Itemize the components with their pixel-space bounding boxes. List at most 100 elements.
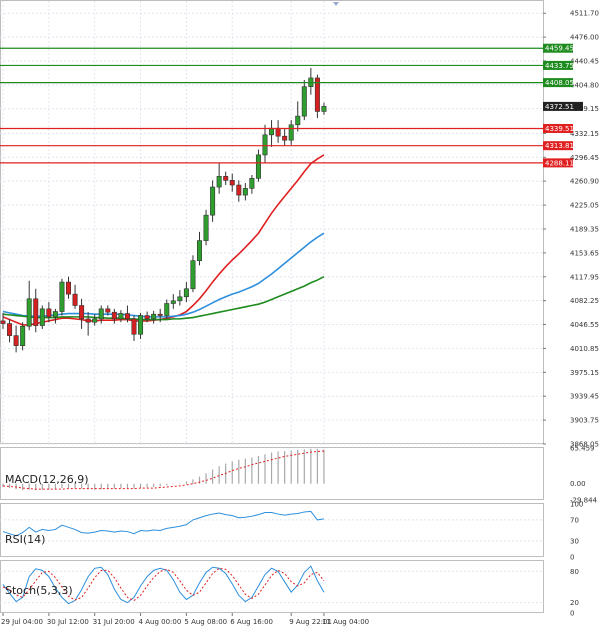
candle-body xyxy=(33,298,39,326)
level-tag xyxy=(543,60,573,70)
macd-title: MACD(12,26,9) xyxy=(5,473,89,486)
level-tag xyxy=(543,78,573,88)
level-label: 4433.75 xyxy=(545,62,574,70)
candle-body xyxy=(190,260,196,290)
candle-body xyxy=(144,315,150,320)
rsi-tick-label: 30 xyxy=(570,538,579,546)
x-tick-label: 9 Aug 22:01 xyxy=(289,618,332,626)
rsi-axis: 100 70 30 0 xyxy=(570,501,583,562)
candle-body xyxy=(52,311,58,318)
price-levels: 4459.45 4433.75 4408.05 4339.51 4313.81 4288.… xyxy=(0,43,574,168)
y-tick-label: 4440.45 xyxy=(570,57,599,65)
candle-body xyxy=(282,135,288,141)
macd-panel-frame xyxy=(0,447,544,500)
candle-body xyxy=(138,315,144,335)
candle-body xyxy=(301,86,307,117)
candle-body xyxy=(13,335,19,346)
y-tick-label: 4476.00 xyxy=(570,34,599,42)
macd-signal-polyline xyxy=(2,450,324,490)
rsi-line xyxy=(2,510,325,537)
stoch-grid xyxy=(0,570,543,604)
x-tick-label: 11 Aug 04:00 xyxy=(322,618,369,626)
x-tick-label: 5 Aug 08:00 xyxy=(184,618,227,626)
candle-body xyxy=(229,180,235,186)
y-tick-label: 4153.65 xyxy=(570,249,599,257)
candle-body xyxy=(66,281,72,295)
scroll-marker-icon[interactable] xyxy=(333,2,339,6)
y-tick-label: 4260.90 xyxy=(570,178,599,186)
rsi-panel: 100 70 30 0 RSI(14) xyxy=(0,501,583,562)
moving-averages xyxy=(2,154,325,326)
y-tick-label: 4189.35 xyxy=(570,225,599,233)
y-tick-label: 4404.80 xyxy=(570,81,599,89)
rsi-tick-label: 100 xyxy=(570,501,583,509)
candle-body xyxy=(203,214,209,241)
candle-body xyxy=(183,288,189,298)
level-label: 4408.05 xyxy=(545,79,574,87)
level-tag xyxy=(543,141,573,151)
candle-body xyxy=(118,313,124,320)
stoch-tick-label: 20 xyxy=(570,599,579,607)
y-tick-label: 4010.85 xyxy=(570,345,599,353)
candle-body xyxy=(177,296,183,302)
candle-body xyxy=(170,300,176,304)
candle-body xyxy=(7,323,13,336)
ma-line xyxy=(2,232,325,318)
y-tick-label: 4511.70 xyxy=(570,10,599,18)
candle-body xyxy=(223,176,229,181)
stoch-axis: 80 20 0 xyxy=(570,568,579,618)
candle-body xyxy=(72,293,78,306)
x-tick-label: 4 Aug 00:00 xyxy=(139,618,182,626)
stoch-tick-label: 0 xyxy=(570,610,574,618)
level-label: 4459.45 xyxy=(545,45,574,53)
level-label: 4288.11 xyxy=(545,159,574,167)
y-tick-label: 4082.25 xyxy=(570,297,599,305)
candle-body xyxy=(295,115,301,126)
x-tick-label: 29 Jul 04:00 xyxy=(1,618,43,626)
candle-body xyxy=(124,313,130,320)
current-price-label: 4372.51 xyxy=(545,103,574,111)
candle-body xyxy=(255,154,261,179)
y-tick-label: 4046.55 xyxy=(570,321,599,329)
candle-body xyxy=(262,134,268,156)
x-tick-label: 30 Jul 12:00 xyxy=(47,618,89,626)
stoch-panel: 80 20 0 Stoch(5,3,3) xyxy=(0,560,579,618)
level-tag xyxy=(543,43,573,53)
rsi-tick-label: 70 xyxy=(570,516,579,524)
candle-body xyxy=(242,188,248,196)
y-tick-label: 3939.45 xyxy=(570,393,599,401)
candle-body xyxy=(236,184,242,196)
candle-body xyxy=(79,305,85,320)
candle-body xyxy=(210,186,216,216)
candle-body xyxy=(105,308,111,313)
stoch-d-polyline xyxy=(2,567,325,602)
level-label: 4339.51 xyxy=(545,125,574,133)
price-grid xyxy=(0,1,543,445)
candle-body xyxy=(46,308,52,318)
macd-tick-label: 65.459 xyxy=(570,445,595,453)
y-tick-label: 4369.15 xyxy=(570,105,599,113)
macd-signal-line xyxy=(2,450,324,490)
stoch-lines xyxy=(2,565,325,605)
level-tag xyxy=(543,158,573,168)
candle-body xyxy=(0,320,6,324)
candle-body xyxy=(249,178,255,189)
candle-body xyxy=(39,308,45,326)
candle-body xyxy=(314,77,320,112)
candle-body xyxy=(111,311,117,320)
price-panel: 4511.70 4476.00 4440.45 4404.80 4369.15 4332.… xyxy=(0,0,599,449)
candle-body xyxy=(26,298,32,327)
candle-body xyxy=(98,308,104,320)
candle-body xyxy=(288,124,294,141)
y-tick-label: 4296.45 xyxy=(570,154,599,162)
price-axis: 4511.70 4476.00 4440.45 4404.80 4369.15 4332.… xyxy=(543,10,599,449)
stoch-tick-label: 80 xyxy=(570,568,579,576)
y-tick-label: 4225.05 xyxy=(570,202,599,210)
price-panel-frame xyxy=(0,0,544,444)
stoch-panel-frame xyxy=(0,560,544,613)
candle-body xyxy=(269,127,275,136)
candles xyxy=(0,67,327,353)
stoch-title: Stoch(5,3,3) xyxy=(5,584,73,597)
candle-body xyxy=(151,313,157,320)
